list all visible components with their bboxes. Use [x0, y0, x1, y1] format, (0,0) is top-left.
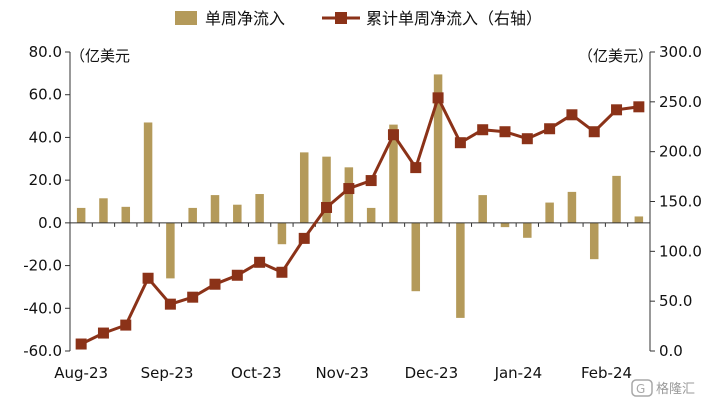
legend-line-marker: [335, 12, 347, 24]
line-point: [321, 201, 333, 213]
bar: [567, 191, 577, 223]
left-axis-unit: （亿美元: [70, 47, 130, 65]
right-axis-tick-label: 200.0: [659, 143, 702, 161]
right-axis-tick-label: 100.0: [659, 242, 702, 260]
watermark-logo-icon: [631, 379, 653, 397]
right-axis-tick-label: 150.0: [659, 193, 702, 211]
plot-area: -60.0 -40.0 -20.0 0.0 20.0 40.0 60.0 80.0 0.0 50.…: [23, 43, 702, 382]
watermark: G 格隆汇: [631, 379, 695, 397]
bar: [188, 207, 197, 223]
line-point: [298, 232, 310, 244]
line-point: [343, 183, 355, 195]
bar: [589, 222, 599, 260]
bar: [322, 156, 331, 223]
line-point: [75, 338, 87, 350]
bar: [456, 222, 465, 318]
line-point: [544, 123, 556, 135]
left-axis-tick-label: 0.0: [38, 214, 62, 232]
legend-bar-label: 单周净流入: [205, 9, 285, 28]
bar: [121, 206, 131, 223]
bar: [277, 222, 287, 245]
line-point: [410, 162, 422, 174]
line-point: [454, 137, 466, 149]
right-axis-tick-label: 0.0: [659, 342, 683, 360]
left-axis-tick-label: -20.0: [23, 257, 62, 275]
line-point: [365, 175, 377, 187]
line-point: [187, 291, 199, 303]
x-axis-tick-label: Oct-23: [231, 364, 281, 382]
line-point: [254, 256, 266, 268]
line-point: [611, 104, 623, 116]
bar: [76, 207, 86, 223]
bar: [255, 194, 264, 223]
line-point: [387, 129, 399, 141]
x-axis-tick-label: Nov-23: [315, 364, 368, 382]
bar: [389, 124, 398, 223]
bar: [612, 175, 621, 223]
bar: [523, 222, 532, 238]
bar: [634, 216, 644, 223]
bar: [210, 195, 220, 223]
bar: [478, 195, 487, 223]
watermark-logo-glyph: G: [636, 382, 645, 396]
x-axis-tick-label: Dec-23: [405, 364, 459, 382]
x-axis-tick-label: Aug-23: [54, 364, 108, 382]
watermark-text: 格隆汇: [656, 381, 695, 397]
left-axis-tick-label: -60.0: [23, 342, 62, 360]
line-point: [164, 298, 176, 310]
line-point: [231, 269, 243, 281]
bar: [143, 122, 153, 223]
left-axis-tick-label: 40.0: [29, 128, 62, 146]
line-point: [432, 92, 444, 104]
right-axis-tick-label: 50.0: [659, 292, 692, 310]
bar: [344, 167, 354, 223]
bar: [366, 207, 376, 223]
legend-bar-swatch: [175, 11, 197, 25]
line-point: [477, 124, 489, 136]
line-point: [521, 133, 533, 145]
line-point: [588, 126, 600, 138]
line-point: [209, 278, 221, 290]
cumulative-line: [80, 96, 639, 346]
right-axis-tick-label: 250.0: [659, 93, 702, 111]
line-point: [120, 319, 132, 331]
bar: [433, 74, 443, 223]
legend-line-label: 累计单周净流入（右轴）: [366, 9, 542, 28]
bar: [299, 152, 309, 223]
line-point: [276, 266, 288, 278]
left-axis-tick-label: 80.0: [29, 43, 62, 61]
x-axis-tick-label: Jan-24: [494, 364, 543, 382]
left-axis-tick-label: 20.0: [29, 171, 62, 189]
line-point: [499, 126, 511, 138]
bar: [545, 202, 554, 223]
bar: [411, 222, 421, 292]
right-axis-unit: （亿美元）: [578, 47, 653, 65]
bar: [500, 222, 510, 228]
bar: [166, 222, 175, 279]
right-axis-tick-label: 300.0: [659, 43, 702, 61]
left-axis-tick-label: -40.0: [23, 299, 62, 317]
bar: [99, 198, 108, 223]
bar: [233, 204, 242, 223]
x-axis-tick-label: Sep-23: [141, 364, 194, 382]
left-axis-tick-label: 60.0: [29, 86, 62, 104]
line-point: [97, 327, 109, 339]
x-axis-tick-label: Feb-24: [581, 364, 632, 382]
line-point: [142, 272, 154, 284]
line-point: [633, 101, 645, 113]
line-point: [566, 109, 578, 121]
legend: 单周净流入 累计单周净流入（右轴）: [175, 9, 542, 28]
